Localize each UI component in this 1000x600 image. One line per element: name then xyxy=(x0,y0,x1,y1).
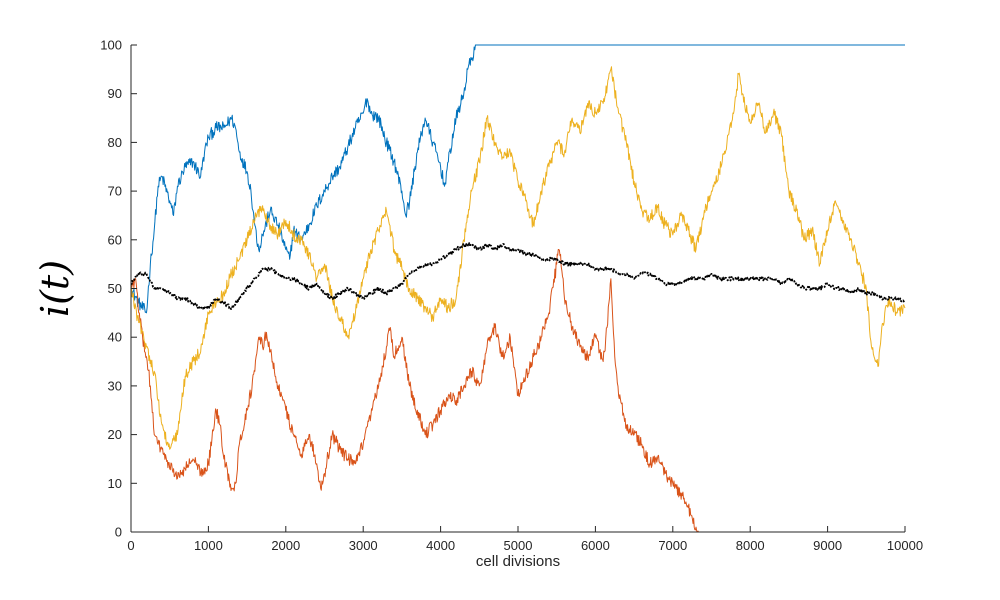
y-tick-label: 30 xyxy=(108,378,122,393)
series-line-2 xyxy=(130,249,905,533)
x-tick-label: 6000 xyxy=(581,538,610,553)
y-axis-label: i(t) xyxy=(33,260,77,317)
series-line-4 xyxy=(130,242,906,310)
x-axis-label: cell divisions xyxy=(476,553,560,570)
series-line-1 xyxy=(130,44,905,314)
y-tick-label: 80 xyxy=(108,135,122,150)
y-tick-label: 60 xyxy=(108,232,122,247)
y-tick-label: 90 xyxy=(108,86,122,101)
series-layer xyxy=(130,44,906,533)
y-tick-label: 100 xyxy=(100,38,122,53)
x-tick-label: 7000 xyxy=(658,538,687,553)
series-line-3 xyxy=(130,66,906,450)
y-tick-label: 50 xyxy=(108,281,122,296)
x-tick-label: 9000 xyxy=(813,538,842,553)
y-tick-label: 0 xyxy=(115,525,122,540)
x-tick-label: 4000 xyxy=(426,538,455,553)
y-tick-label: 70 xyxy=(108,184,122,199)
x-tick-label: 3000 xyxy=(349,538,378,553)
x-tick-label: 0 xyxy=(127,538,134,553)
x-tick-label: 1000 xyxy=(194,538,223,553)
x-tick-label: 10000 xyxy=(887,538,923,553)
x-tick-label: 8000 xyxy=(736,538,765,553)
x-tick-label: 2000 xyxy=(271,538,300,553)
y-tick-label: 10 xyxy=(108,476,122,491)
x-tick-label: 5000 xyxy=(504,538,533,553)
y-tick-label: 40 xyxy=(108,330,122,345)
y-tick-label: 20 xyxy=(108,427,122,442)
ticks-layer: 0 1000 2000 3000 4000 5000 6000 7000 8000 9000 100… xyxy=(100,38,923,554)
